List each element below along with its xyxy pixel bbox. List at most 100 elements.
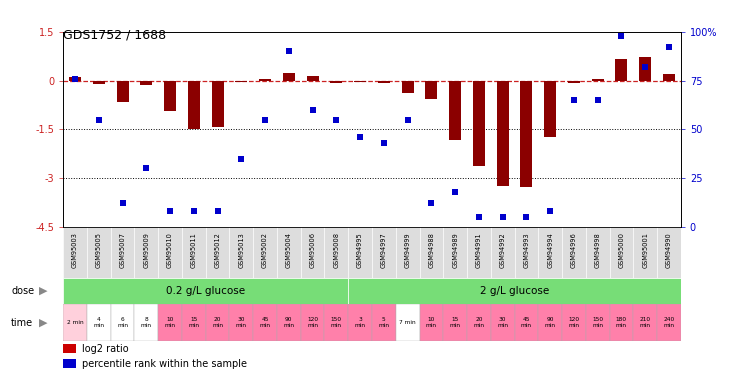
Bar xyxy=(135,227,158,278)
Text: GSM94993: GSM94993 xyxy=(523,232,530,268)
Text: 2 min: 2 min xyxy=(67,320,83,325)
Text: GSM94999: GSM94999 xyxy=(405,232,411,268)
Bar xyxy=(283,74,295,81)
Point xyxy=(117,201,129,207)
Bar xyxy=(111,227,135,278)
Bar xyxy=(443,227,467,278)
Text: GSM94991: GSM94991 xyxy=(476,232,482,268)
Bar xyxy=(402,81,414,93)
Bar xyxy=(277,304,301,341)
Bar xyxy=(467,227,491,278)
Point xyxy=(235,156,247,162)
Text: GSM95000: GSM95000 xyxy=(618,232,624,268)
Point xyxy=(449,189,461,195)
Point xyxy=(354,134,366,140)
Text: 240
min: 240 min xyxy=(663,317,675,328)
Point xyxy=(307,107,318,113)
Bar xyxy=(663,75,675,81)
Point xyxy=(521,214,533,220)
Text: 120
min: 120 min xyxy=(568,317,580,328)
Bar xyxy=(586,304,609,341)
Point xyxy=(639,64,651,70)
Bar xyxy=(609,227,633,278)
Text: time: time xyxy=(11,318,33,327)
Text: GSM95004: GSM95004 xyxy=(286,232,292,268)
Bar xyxy=(515,304,538,341)
Text: GSM95001: GSM95001 xyxy=(642,232,648,268)
Point xyxy=(212,208,224,214)
Point xyxy=(141,165,153,171)
Bar xyxy=(586,227,609,278)
Point xyxy=(378,140,390,146)
Bar xyxy=(324,227,348,278)
Bar xyxy=(633,227,657,278)
Point xyxy=(615,33,627,39)
Bar xyxy=(449,81,461,140)
Bar xyxy=(111,304,135,341)
Bar xyxy=(135,304,158,341)
Bar xyxy=(657,227,681,278)
Bar xyxy=(420,304,443,341)
Text: 20
min: 20 min xyxy=(212,317,223,328)
Text: GSM95012: GSM95012 xyxy=(214,232,221,268)
Bar xyxy=(354,81,366,82)
Point xyxy=(544,208,556,214)
Point xyxy=(164,208,176,214)
Bar xyxy=(562,304,586,341)
Bar xyxy=(63,359,76,368)
Text: GSM94995: GSM94995 xyxy=(357,232,363,268)
Point xyxy=(69,76,81,82)
Bar xyxy=(544,81,556,136)
Bar xyxy=(372,227,396,278)
Text: GSM95008: GSM95008 xyxy=(333,232,339,268)
Text: 30
min: 30 min xyxy=(497,317,508,328)
Bar xyxy=(93,81,105,84)
Bar xyxy=(568,81,580,83)
Bar xyxy=(212,81,223,127)
Text: 45
min: 45 min xyxy=(260,317,271,328)
Text: 7 min: 7 min xyxy=(400,320,416,325)
Text: dose: dose xyxy=(11,286,34,296)
Bar xyxy=(562,227,586,278)
Text: 6
min: 6 min xyxy=(117,317,128,328)
Text: 15
min: 15 min xyxy=(449,317,461,328)
Bar xyxy=(141,81,153,84)
Bar xyxy=(206,304,229,341)
Point xyxy=(473,214,485,220)
Point xyxy=(497,214,509,220)
Bar xyxy=(229,304,253,341)
Text: GSM95007: GSM95007 xyxy=(120,232,126,268)
Bar xyxy=(426,81,437,99)
Bar xyxy=(538,304,562,341)
Bar xyxy=(497,81,509,186)
Text: 20
min: 20 min xyxy=(473,317,484,328)
Text: 180
min: 180 min xyxy=(616,317,627,328)
Text: GSM95009: GSM95009 xyxy=(144,232,150,268)
Bar xyxy=(467,304,491,341)
Bar xyxy=(657,304,681,341)
Text: GSM94994: GSM94994 xyxy=(547,232,553,268)
Bar xyxy=(348,278,681,304)
Text: 210
min: 210 min xyxy=(640,317,651,328)
Text: 2 g/L glucose: 2 g/L glucose xyxy=(480,286,549,296)
Text: GSM95011: GSM95011 xyxy=(191,232,197,268)
Bar xyxy=(164,81,176,111)
Text: GSM94997: GSM94997 xyxy=(381,232,387,268)
Bar xyxy=(182,304,206,341)
Text: GSM95006: GSM95006 xyxy=(310,232,315,268)
Text: 90
min: 90 min xyxy=(545,317,556,328)
Bar xyxy=(372,304,396,341)
Bar xyxy=(639,57,651,81)
Text: 10
min: 10 min xyxy=(164,317,176,328)
Text: GSM94990: GSM94990 xyxy=(666,232,672,268)
Bar xyxy=(206,227,229,278)
Text: 30
min: 30 min xyxy=(236,317,247,328)
Point xyxy=(663,45,675,51)
Bar xyxy=(396,227,420,278)
Text: GSM95002: GSM95002 xyxy=(262,232,268,268)
Bar xyxy=(63,344,76,353)
Text: GSM95003: GSM95003 xyxy=(72,232,78,268)
Text: GSM94988: GSM94988 xyxy=(429,232,434,268)
Bar xyxy=(491,304,515,341)
Text: percentile rank within the sample: percentile rank within the sample xyxy=(82,359,247,369)
